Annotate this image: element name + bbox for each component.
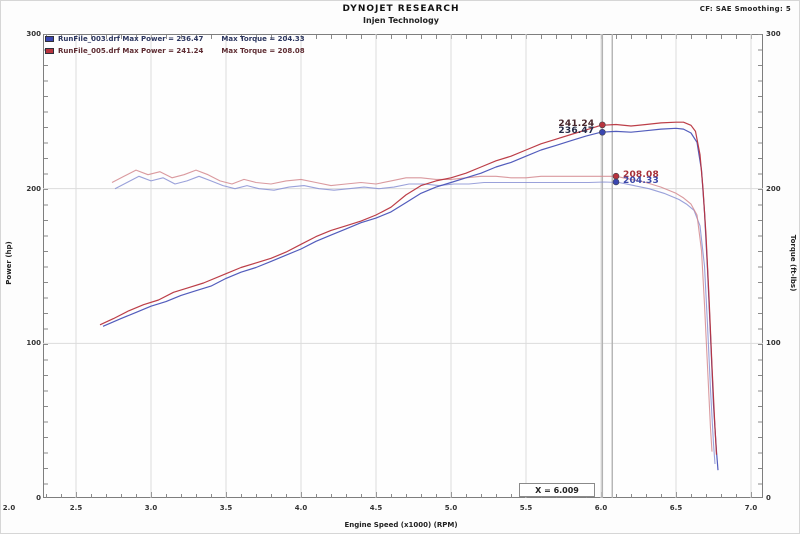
x-tick-label: 5.5 [519,504,533,512]
x-tick-label: 3.0 [144,504,158,512]
legend-text-run003: RunFile_003.drf Max Power = 236.47 [58,35,204,43]
legend-text-run005: RunFile_005.drf Max Power = 241.24 [58,47,204,55]
legend-torque-run003: Max Torque = 204.33 [221,35,305,43]
x-axis-ticks [43,492,763,498]
y-right-tick-label: 300 [766,30,781,38]
curve-runfile-003-drf-power [102,127,719,471]
max-marker-dot [612,178,620,186]
y-left-tick-label: 0 [36,494,41,502]
plot-area [43,34,763,498]
x-tick-label: 5.0 [444,504,458,512]
x-tick-label: 4.5 [369,504,383,512]
legend-row-run003: RunFile_003.drf Max Power = 236.47 Max T… [45,33,305,45]
max-marker-dot [599,128,606,136]
left-axis-ticks [44,34,49,498]
max-power-label-red: 241.24 [558,118,595,129]
y-right-tick-label: 0 [766,494,771,502]
max-torque-label-red: 208.08 [623,170,659,181]
x-tick-label: 2.0 [2,504,16,512]
x-axis-title: Engine Speed (x1000) (RPM) [344,521,458,529]
legend-torque-run005: Max Torque = 208.08 [221,47,305,55]
curve-runfile-005-drf-torque [111,169,713,452]
max-torque-label-blue: 204.33 [623,175,659,186]
max-marker-dot [599,121,606,129]
max-power-label-blue: 236.47 [558,126,595,137]
curve-runfile-003-drf-torque [114,175,716,465]
page-subtitle: Injen Technology [363,16,439,25]
page-title: DYNOJET RESEARCH [342,4,460,14]
x-tick-label: 6.5 [669,504,683,512]
legend-swatch-red [45,48,54,54]
x-tick-label: 4.0 [294,504,308,512]
right-axis-title: Torque (ft-lbs) [789,234,797,292]
y-right-tick-label: 100 [766,339,781,348]
legend-row-run005: RunFile_005.drf Max Power = 241.24 Max T… [45,45,305,57]
x-tick-label: 7.0 [744,504,758,512]
legend-swatch-blue [45,36,54,42]
left-axis-title: Power (hp) [5,241,13,285]
y-left-tick-label: 200 [26,184,41,193]
x-tick-label: 6.0 [594,504,608,512]
right-axis-ticks [757,34,762,498]
y-right-tick-label: 200 [766,184,781,193]
x-tick-label: 2.5 [69,504,83,512]
curve-runfile-005-drf-power [99,121,718,455]
cursor-readout[interactable]: X = 6.009 [519,483,595,497]
top-axis-ticks [43,35,763,40]
x-tick-label: 3.5 [219,504,233,512]
y-left-tick-label: 100 [26,339,41,348]
correction-smoothing-info: CF: SAE Smoothing: 5 [699,5,791,13]
y-left-tick-label: 300 [26,30,41,38]
max-marker-dot [612,172,620,180]
